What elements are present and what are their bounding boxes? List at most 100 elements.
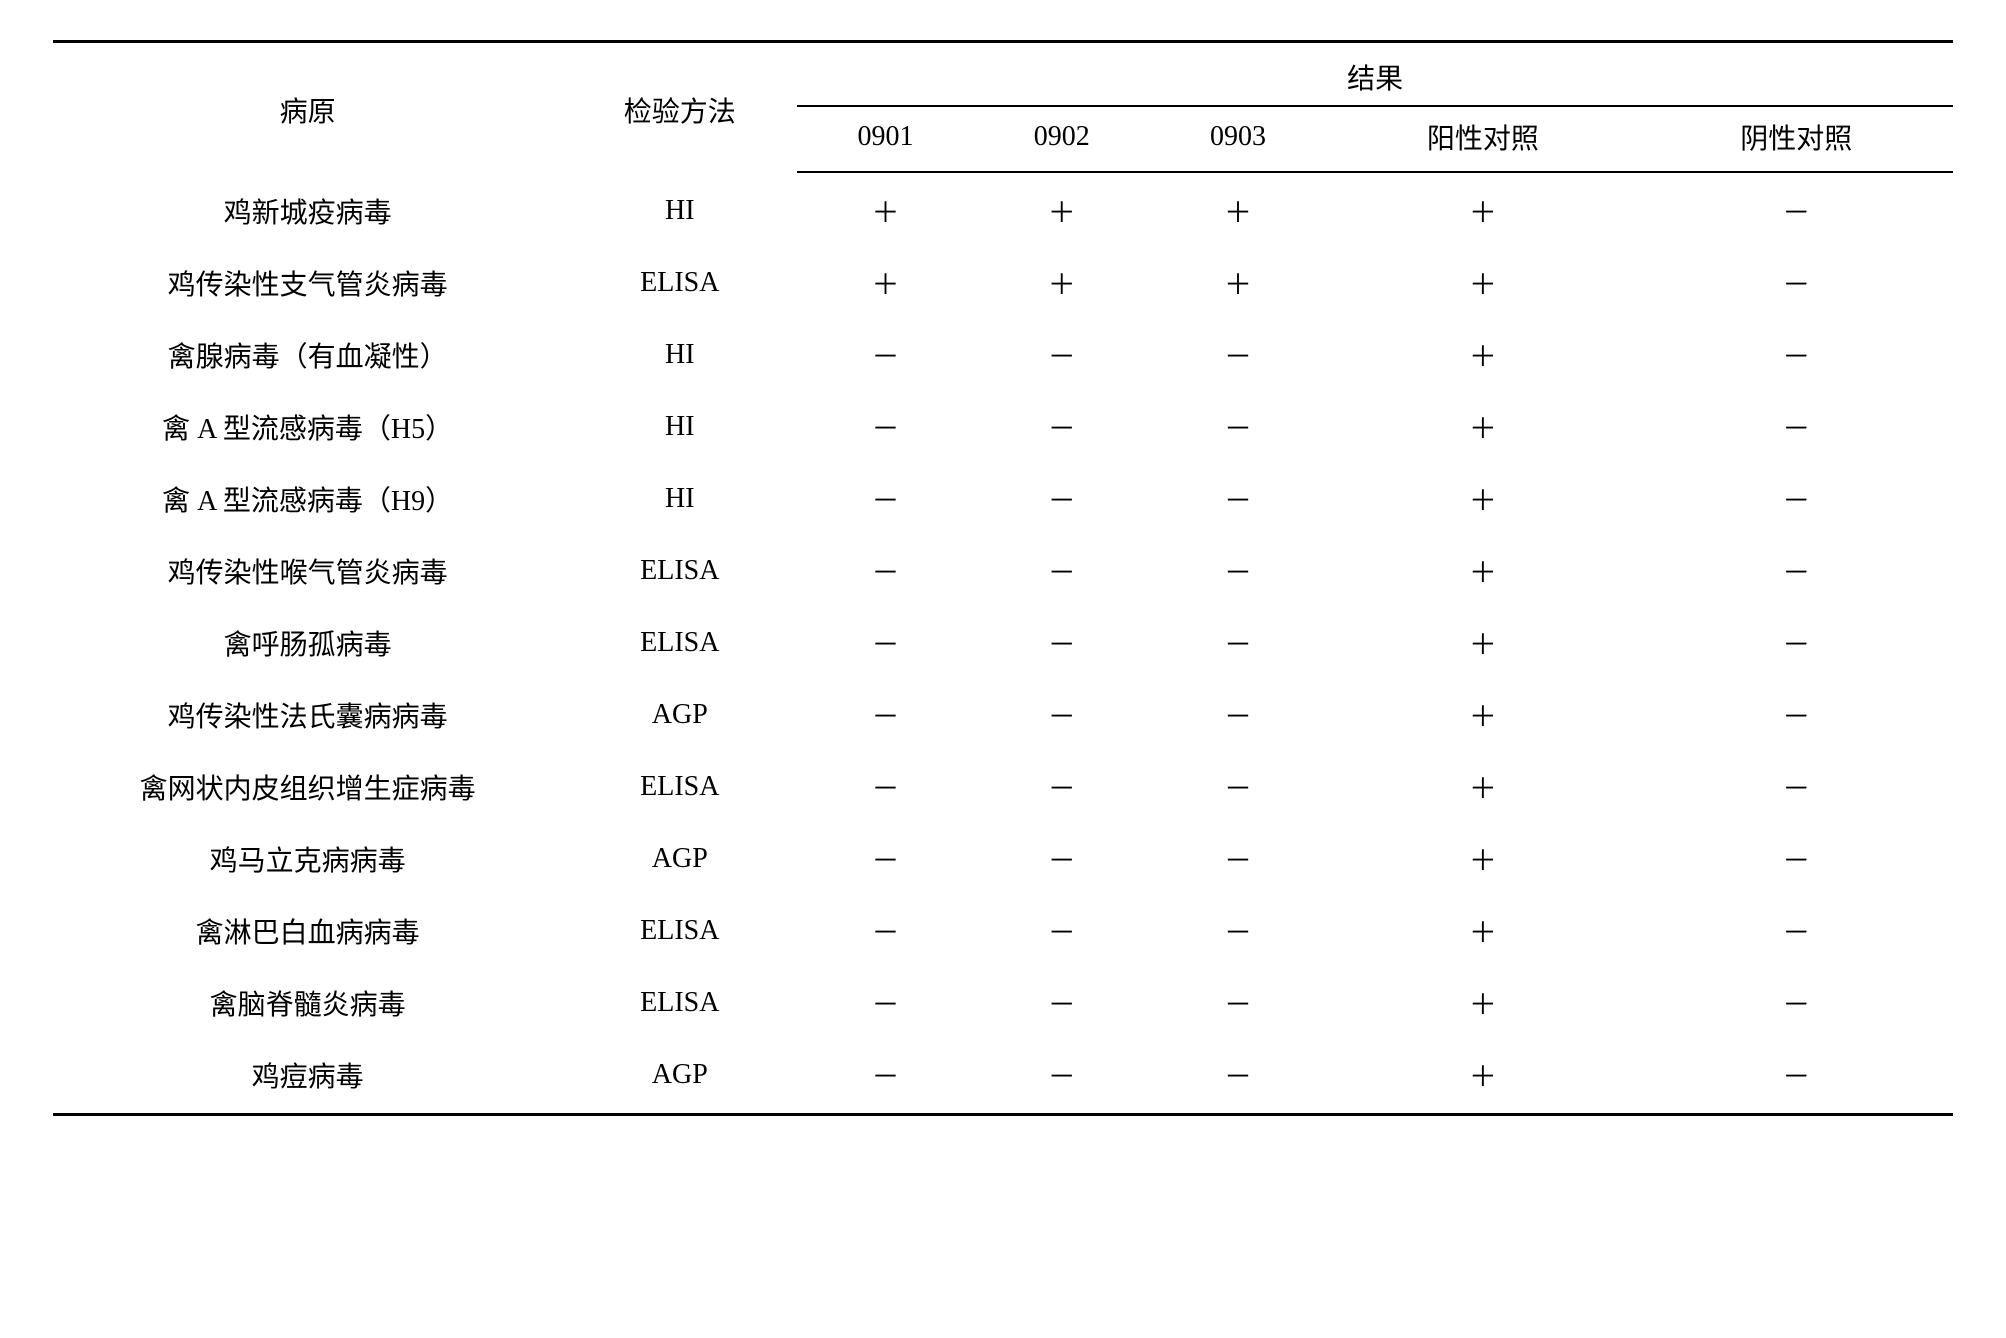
cell-positive: ＋ [1326,895,1639,967]
header-0902: 0902 [974,106,1150,172]
cell-method: AGP [562,679,797,751]
cell-0903: － [1150,679,1326,751]
cell-negative: － [1640,319,1953,391]
cell-0902: ＋ [974,172,1150,247]
cell-0901: ＋ [797,247,973,319]
table-row: 禽腺病毒（有血凝性）HI－－－＋－ [53,319,1953,391]
table-row: 鸡痘病毒AGP－－－＋－ [53,1039,1953,1115]
table-row: 鸡新城疫病毒HI＋＋＋＋－ [53,172,1953,247]
cell-0903: － [1150,823,1326,895]
cell-pathogen: 禽腺病毒（有血凝性） [53,319,562,391]
cell-negative: － [1640,895,1953,967]
cell-negative: － [1640,967,1953,1039]
cell-0902: － [974,967,1150,1039]
cell-pathogen: 禽脑脊髓炎病毒 [53,967,562,1039]
cell-0901: － [797,535,973,607]
cell-negative: － [1640,1039,1953,1115]
cell-0901: － [797,895,973,967]
cell-pathogen: 鸡传染性支气管炎病毒 [53,247,562,319]
cell-negative: － [1640,823,1953,895]
cell-negative: － [1640,463,1953,535]
header-0901: 0901 [797,106,973,172]
cell-0901: － [797,1039,973,1115]
cell-0903: － [1150,751,1326,823]
cell-0903: － [1150,391,1326,463]
cell-0902: － [974,679,1150,751]
cell-positive: ＋ [1326,1039,1639,1115]
table-row: 鸡传染性支气管炎病毒ELISA＋＋＋＋－ [53,247,1953,319]
cell-method: ELISA [562,535,797,607]
cell-positive: ＋ [1326,823,1639,895]
cell-0903: － [1150,535,1326,607]
cell-pathogen: 鸡传染性喉气管炎病毒 [53,535,562,607]
table-row: 禽呼肠孤病毒ELISA－－－＋－ [53,607,1953,679]
cell-method: HI [562,463,797,535]
cell-pathogen: 禽网状内皮组织增生症病毒 [53,751,562,823]
cell-positive: ＋ [1326,535,1639,607]
cell-0901: － [797,607,973,679]
cell-method: ELISA [562,607,797,679]
header-method: 检验方法 [562,42,797,173]
cell-positive: ＋ [1326,679,1639,751]
cell-negative: － [1640,679,1953,751]
cell-0901: － [797,823,973,895]
cell-0901: － [797,967,973,1039]
cell-negative: － [1640,247,1953,319]
cell-0903: ＋ [1150,247,1326,319]
header-pathogen: 病原 [53,42,562,173]
table-row: 禽 A 型流感病毒（H5）HI－－－＋－ [53,391,1953,463]
cell-negative: － [1640,607,1953,679]
cell-0902: － [974,823,1150,895]
cell-0903: － [1150,895,1326,967]
cell-0901: － [797,463,973,535]
cell-0902: ＋ [974,247,1150,319]
header-row-top: 病原 检验方法 结果 [53,42,1953,107]
cell-0902: － [974,319,1150,391]
cell-negative: － [1640,172,1953,247]
cell-method: ELISA [562,751,797,823]
cell-pathogen: 禽 A 型流感病毒（H5） [53,391,562,463]
table-row: 禽脑脊髓炎病毒ELISA－－－＋－ [53,967,1953,1039]
cell-positive: ＋ [1326,751,1639,823]
cell-0902: － [974,463,1150,535]
cell-positive: ＋ [1326,967,1639,1039]
cell-positive: ＋ [1326,172,1639,247]
header-negative-control: 阴性对照 [1640,106,1953,172]
cell-method: HI [562,391,797,463]
cell-0903: － [1150,607,1326,679]
cell-0902: － [974,895,1150,967]
cell-0902: － [974,751,1150,823]
cell-positive: ＋ [1326,607,1639,679]
header-positive-control: 阳性对照 [1326,106,1639,172]
cell-0903: － [1150,463,1326,535]
table-row: 禽 A 型流感病毒（H9）HI－－－＋－ [53,463,1953,535]
cell-0902: － [974,535,1150,607]
cell-pathogen: 鸡传染性法氏囊病病毒 [53,679,562,751]
cell-pathogen: 禽呼肠孤病毒 [53,607,562,679]
table-body: 鸡新城疫病毒HI＋＋＋＋－鸡传染性支气管炎病毒ELISA＋＋＋＋－禽腺病毒（有血… [53,172,1953,1115]
table-row: 鸡传染性法氏囊病病毒AGP－－－＋－ [53,679,1953,751]
cell-0903: － [1150,1039,1326,1115]
table-row: 禽网状内皮组织增生症病毒ELISA－－－＋－ [53,751,1953,823]
cell-negative: － [1640,751,1953,823]
cell-0903: － [1150,319,1326,391]
cell-method: ELISA [562,895,797,967]
table-row: 禽淋巴白血病病毒ELISA－－－＋－ [53,895,1953,967]
cell-0902: － [974,1039,1150,1115]
table-header: 病原 检验方法 结果 0901 0902 0903 阳性对照 阴性对照 [53,42,1953,173]
pathogen-test-table-container: 病原 检验方法 结果 0901 0902 0903 阳性对照 阴性对照 鸡新城疫… [53,40,1953,1116]
cell-0902: － [974,607,1150,679]
cell-0902: － [974,391,1150,463]
cell-0901: － [797,391,973,463]
cell-pathogen: 禽 A 型流感病毒（H9） [53,463,562,535]
cell-0903: － [1150,967,1326,1039]
cell-method: AGP [562,823,797,895]
cell-positive: ＋ [1326,247,1639,319]
cell-0903: ＋ [1150,172,1326,247]
cell-positive: ＋ [1326,463,1639,535]
table-row: 鸡传染性喉气管炎病毒ELISA－－－＋－ [53,535,1953,607]
table-row: 鸡马立克病病毒AGP－－－＋－ [53,823,1953,895]
cell-0901: － [797,319,973,391]
cell-method: ELISA [562,967,797,1039]
cell-negative: － [1640,391,1953,463]
